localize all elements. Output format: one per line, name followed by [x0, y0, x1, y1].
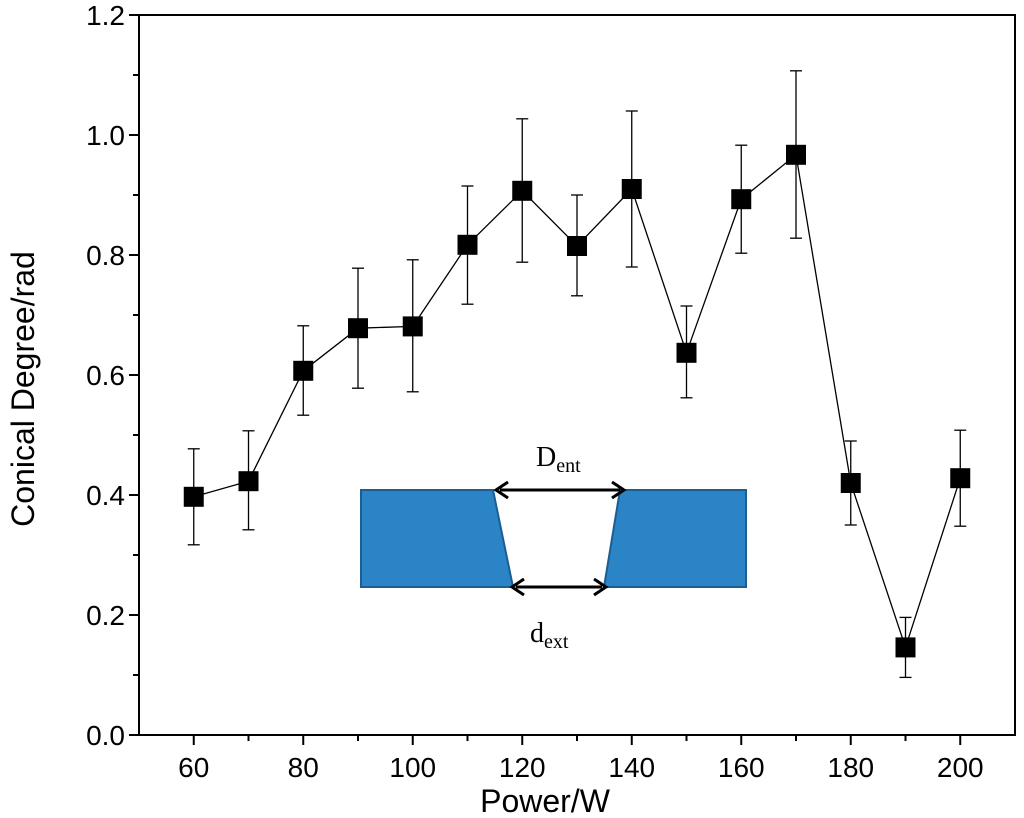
- y-tick-label: 0.6: [86, 360, 125, 391]
- y-tick-label: 1.0: [86, 120, 125, 151]
- data-point: [348, 318, 368, 339]
- inset-diagram: Dent dext: [360, 442, 747, 653]
- x-tick-label: 200: [937, 752, 984, 783]
- data-point: [731, 189, 752, 210]
- data-point: [621, 179, 642, 199]
- plate-left-section: [360, 489, 515, 588]
- x-tick-label: 120: [499, 752, 546, 783]
- data-point: [567, 236, 587, 256]
- y-tick-label: 0.2: [86, 600, 125, 631]
- y-tick-label: 0.4: [86, 480, 125, 511]
- exit-diameter-label: dext: [530, 618, 569, 653]
- data-point: [293, 360, 314, 381]
- data-point: [238, 471, 259, 492]
- x-tick-label: 80: [288, 752, 319, 783]
- y-tick-label: 0.0: [86, 720, 125, 751]
- x-tick-label: 60: [178, 752, 209, 783]
- plot-frame: [138, 14, 1016, 736]
- y-tick-label: 1.2: [86, 0, 125, 31]
- entrance-arrow: [493, 480, 627, 500]
- x-tick-label: 140: [608, 752, 655, 783]
- x-tick-label: 160: [718, 752, 765, 783]
- series-conical-degree: [183, 70, 971, 679]
- exit-arrow: [509, 577, 609, 597]
- data-point: [950, 468, 971, 489]
- data-point: [402, 316, 423, 337]
- y-axis-label: Conical Degree/rad: [5, 251, 41, 527]
- data-point: [512, 180, 533, 201]
- data-point: [895, 637, 916, 658]
- y-tick-labels: 0.0 0.2 0.4 0.6 0.8 1.0 1.2: [86, 0, 125, 751]
- entrance-diameter-label: Dent: [536, 442, 581, 477]
- data-point: [676, 342, 697, 363]
- x-axis-label: Power/W: [480, 783, 611, 818]
- x-tick-label: 100: [389, 752, 436, 783]
- x-tick-labels: 60 80 100 120 140 160 180 200: [178, 752, 983, 783]
- data-point: [457, 234, 478, 255]
- x-tick-label: 180: [827, 752, 874, 783]
- data-point: [183, 486, 204, 507]
- data-point: [786, 144, 806, 165]
- axis-ticks: [129, 14, 962, 745]
- data-point: [840, 473, 861, 493]
- plate-right-section: [602, 489, 747, 588]
- y-tick-label: 0.8: [86, 240, 125, 271]
